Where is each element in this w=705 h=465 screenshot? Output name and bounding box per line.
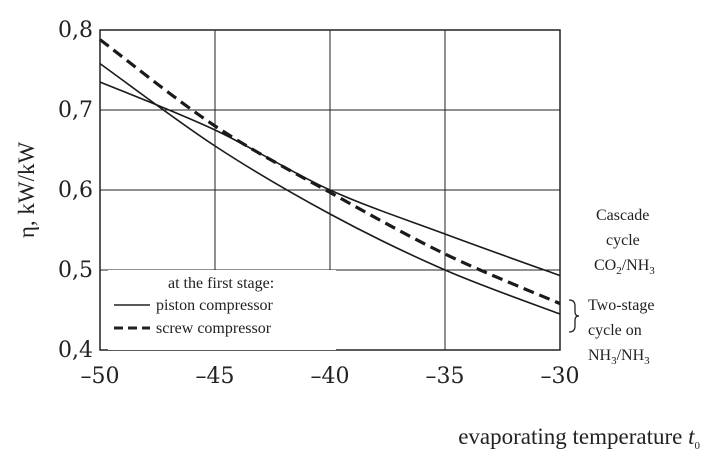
y-tick-label-3: 0,7 (58, 98, 93, 123)
annotation-cascade-line-2: cycle (606, 232, 640, 249)
x-tick-label-1: –45 (196, 364, 235, 389)
y-tick-label-4: 0,8 (58, 18, 93, 43)
x-axis-label: evaporating temperature t0 (458, 424, 700, 452)
annotation-twostage-line-1: Two-stage (588, 297, 654, 314)
legend: at the first stage: piston compressor sc… (108, 270, 336, 350)
legend-title: at the first stage: (168, 275, 274, 292)
annotation-cascade-formula: CO2/NH3 (594, 257, 655, 277)
annotation-twostage-formula: NH3/NH3 (588, 347, 650, 367)
series-line-twostage-screw (99, 38, 561, 306)
tick-labels: –50 –45 –40 –35 –30 0,4 0,5 0,6 0,7 0,8 (58, 18, 580, 389)
annotation-cascade: Cascade cycle CO2/NH3 (594, 207, 655, 277)
x-axis-label-subscript: 0 (695, 440, 701, 452)
annotation-twostage-line-2: cycle on (588, 322, 642, 339)
x-axis-label-symbol: t (688, 424, 695, 449)
y-tick-label-2: 0,6 (58, 178, 93, 203)
y-tick-label-0: 0,4 (58, 338, 93, 363)
x-tick-label-2: –40 (311, 364, 350, 389)
series-line-twostage-piston (99, 62, 561, 315)
legend-entry-piston: piston compressor (156, 297, 274, 314)
y-axis-label: η, kW/kW (14, 142, 39, 239)
x-tick-label-4: –30 (541, 364, 580, 389)
x-tick-label-3: –35 (426, 364, 465, 389)
x-tick-label-0: –50 (81, 364, 120, 389)
annotation-brace (568, 299, 580, 333)
legend-box (108, 270, 336, 350)
legend-entry-screw: screw compressor (156, 320, 272, 337)
series-group (99, 38, 561, 315)
x-axis-label-text: evaporating temperature (458, 424, 682, 449)
y-tick-label-1: 0,5 (58, 258, 93, 283)
annotation-twostage: Two-stage cycle on NH3/NH3 (588, 297, 654, 367)
series-line-cascade-piston (99, 81, 561, 277)
annotation-cascade-line-1: Cascade (596, 207, 649, 224)
